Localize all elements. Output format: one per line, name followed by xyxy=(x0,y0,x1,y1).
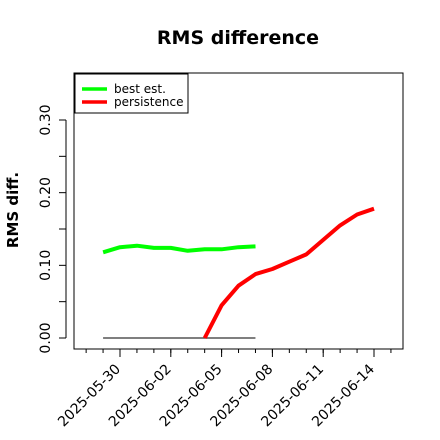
y-tick-label: 0.30 xyxy=(38,104,54,135)
y-axis-label: RMS diff. xyxy=(4,172,22,248)
y-tick-label: 0.00 xyxy=(38,322,54,353)
y-tick-label: 0.10 xyxy=(38,250,54,281)
chart-title: RMS difference xyxy=(157,27,319,49)
series-line-best-est xyxy=(102,243,256,255)
plot-frame xyxy=(73,72,404,350)
y-tick-label: 0.20 xyxy=(38,177,54,208)
legend-label-persistence: persistence xyxy=(114,95,183,109)
series-line-persistence xyxy=(202,206,375,339)
axes-layer: 0.000.100.200.302025-05-302025-06-022025… xyxy=(38,104,392,430)
legend: best est. persistence xyxy=(74,73,189,114)
series-layer xyxy=(102,206,375,339)
legend-box xyxy=(74,73,189,114)
legend-label-best-est: best est. xyxy=(114,82,166,96)
